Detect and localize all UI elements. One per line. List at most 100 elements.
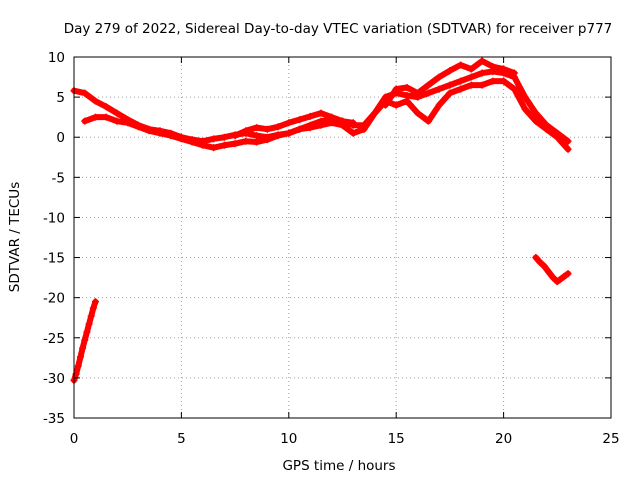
- x-tick-label: 15: [388, 431, 405, 447]
- data-point: [349, 129, 357, 137]
- y-tick-label: -10: [43, 210, 65, 226]
- data-point: [317, 121, 325, 129]
- data-point: [339, 117, 346, 125]
- data-point: [274, 123, 282, 131]
- data-point: [231, 140, 239, 148]
- data-point: [89, 304, 97, 312]
- data-point: [81, 117, 89, 125]
- y-tick-label: -30: [43, 371, 65, 387]
- data-point: [500, 77, 508, 85]
- data-point: [285, 129, 293, 137]
- data-point: [467, 73, 475, 81]
- data-point: [392, 101, 400, 109]
- data-point: [467, 81, 475, 89]
- data-point: [296, 125, 304, 133]
- data-point: [489, 63, 497, 71]
- data-point: [392, 85, 400, 93]
- x-axis-label: GPS time / hours: [282, 458, 395, 474]
- data-point: [564, 145, 572, 153]
- data-point: [467, 65, 475, 73]
- data-point: [253, 138, 261, 146]
- data-point: [510, 85, 518, 93]
- data-point: [328, 113, 336, 121]
- data-point: [199, 141, 207, 149]
- data-point: [560, 273, 568, 281]
- data-point: [253, 124, 261, 132]
- data-point: [91, 113, 99, 121]
- data-point: [414, 109, 422, 117]
- data-point: [102, 103, 110, 111]
- data-point: [81, 89, 89, 97]
- x-tick-label: 10: [280, 431, 297, 447]
- data-point: [296, 116, 304, 124]
- y-tick-label: -25: [43, 331, 65, 347]
- label-layer: 0 5 10 15 20 25 10 5 0 -5 -10 -15 -20 -25 -30 -35: [43, 50, 620, 447]
- x-tick-label: 0: [70, 431, 79, 447]
- data-point: [414, 89, 422, 97]
- data-point: [424, 89, 432, 97]
- data-point: [81, 336, 89, 344]
- data-point: [435, 101, 443, 109]
- data-point: [478, 57, 486, 65]
- y-tick-label: -15: [43, 251, 65, 267]
- data-point: [188, 138, 196, 146]
- data-point: [87, 312, 95, 320]
- data-point: [231, 132, 239, 140]
- data-point: [555, 276, 563, 284]
- grid-layer: [74, 57, 611, 418]
- y-tick-label: -35: [43, 411, 65, 427]
- data-point: [177, 135, 185, 143]
- data-point: [510, 69, 518, 77]
- data-point: [263, 136, 271, 144]
- data-point: [220, 133, 228, 141]
- data-point: [435, 85, 443, 93]
- data-point: [549, 274, 557, 282]
- y-tick-label: 5: [56, 90, 65, 106]
- data-point: [371, 109, 379, 117]
- chart-title: Day 279 of 2022, Sidereal Day-to-day VTE…: [64, 21, 613, 37]
- data-point: [91, 298, 99, 306]
- data-point: [489, 77, 497, 85]
- data-point: [360, 125, 368, 133]
- data-point: [242, 137, 250, 145]
- data-point: [403, 83, 411, 91]
- data-point: [521, 93, 529, 101]
- data-point: [85, 320, 93, 328]
- data-point: [540, 262, 548, 270]
- series-band: [81, 78, 572, 153]
- data-point: [83, 328, 91, 336]
- y-tick-label: 10: [48, 50, 65, 66]
- data-point: [435, 73, 443, 81]
- data-point: [424, 117, 432, 125]
- data-point: [532, 254, 540, 262]
- data-point: [536, 258, 544, 266]
- data-point: [91, 97, 99, 105]
- y-tick-label: 0: [56, 130, 65, 146]
- data-point: [457, 77, 465, 85]
- data-point: [446, 67, 454, 75]
- series-track-c: [231, 109, 357, 140]
- data-point: [543, 125, 551, 133]
- tick-layer: [73, 56, 612, 419]
- plot-frame: [73, 56, 612, 419]
- data-point: [478, 69, 486, 77]
- data-point: [306, 112, 314, 120]
- series-track-d: [381, 57, 518, 109]
- data-point: [500, 65, 508, 73]
- data-point: [156, 129, 164, 137]
- data-point: [124, 119, 132, 127]
- data-point: [263, 125, 271, 133]
- data-point: [553, 133, 561, 141]
- data-point: [306, 124, 314, 132]
- y-tick-label: -5: [52, 170, 65, 186]
- data-point: [532, 109, 540, 117]
- data-point: [167, 132, 175, 140]
- data-point: [253, 132, 261, 140]
- data-point: [285, 119, 293, 127]
- data-point: [424, 81, 432, 89]
- data-point: [102, 113, 110, 121]
- series-early-negative-segment: [70, 298, 99, 384]
- data-point: [317, 109, 325, 117]
